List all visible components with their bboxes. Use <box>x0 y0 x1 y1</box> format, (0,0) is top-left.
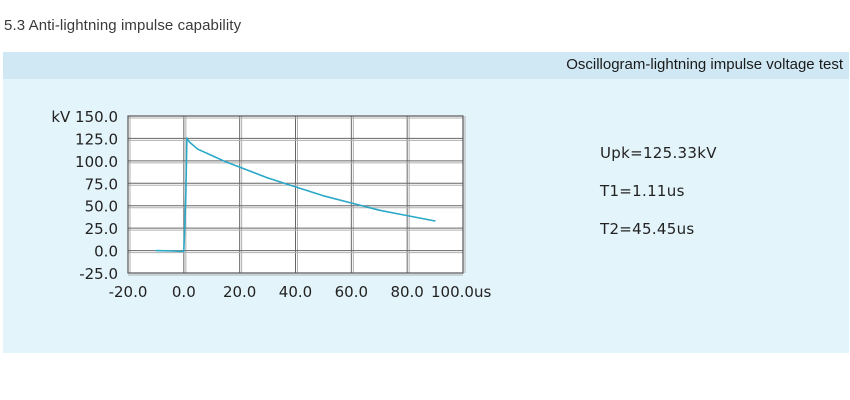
y-tick-label: kV 150.0 <box>51 108 118 126</box>
y-tick-label: 125.0 <box>75 130 118 148</box>
data-point <box>350 202 352 204</box>
x-tick-label: 100.0us <box>431 283 491 301</box>
x-tick-label: -20.0 <box>109 283 148 301</box>
x-axis-tick-labels: -20.0 0.0 20.0 40.0 60.0 80.0 100.0us <box>109 283 492 301</box>
x-tick-label: 20.0 <box>223 283 256 301</box>
data-point <box>266 177 269 179</box>
data-point <box>322 195 325 197</box>
data-point <box>225 161 227 163</box>
data-point <box>239 166 241 168</box>
x-tick-label: 80.0 <box>390 283 423 301</box>
y-tick-label: 75.0 <box>85 175 118 193</box>
y-tick-label: 100.0 <box>75 153 118 171</box>
y-tick-label: 50.0 <box>85 198 118 216</box>
panel-header: Oscillogram-lightning impulse voltage te… <box>3 52 849 79</box>
section-title: 5.3 Anti-lightning impulse capability <box>4 17 242 34</box>
data-point <box>172 250 174 252</box>
impulse-parameters: Upk=125.33kV T1=1.11us T2=45.45us <box>600 144 717 258</box>
y-tick-label: 0.0 <box>94 243 118 261</box>
param-t2: T2=45.45us <box>600 220 695 238</box>
y-axis-tick-labels: -25.0 0.0 25.0 50.0 75.0 100.0 125.0 kV 150.0 <box>51 108 118 283</box>
data-point <box>434 220 436 222</box>
panel-header-label: Oscillogram-lightning impulse voltage te… <box>566 56 843 73</box>
param-t1: T1=1.11us <box>600 182 685 200</box>
chart-border <box>127 115 464 274</box>
chart-frame <box>127 115 464 274</box>
data-point <box>406 214 408 217</box>
x-tick-label: 0.0 <box>172 283 196 301</box>
y-tick-label: 25.0 <box>85 220 118 238</box>
x-tick-label: 40.0 <box>279 283 312 301</box>
data-point <box>185 196 187 198</box>
data-point <box>186 137 188 139</box>
y-tick-label: -25.0 <box>79 265 118 283</box>
data-point <box>183 250 185 253</box>
param-upk: Upk=125.33kV <box>600 144 717 162</box>
data-point <box>197 148 199 150</box>
chart-series <box>155 137 436 253</box>
data-point <box>155 249 157 252</box>
x-tick-label: 60.0 <box>335 283 368 301</box>
data-point <box>211 154 213 157</box>
data-point <box>188 141 191 143</box>
data-point <box>378 209 380 211</box>
data-point <box>294 186 297 188</box>
